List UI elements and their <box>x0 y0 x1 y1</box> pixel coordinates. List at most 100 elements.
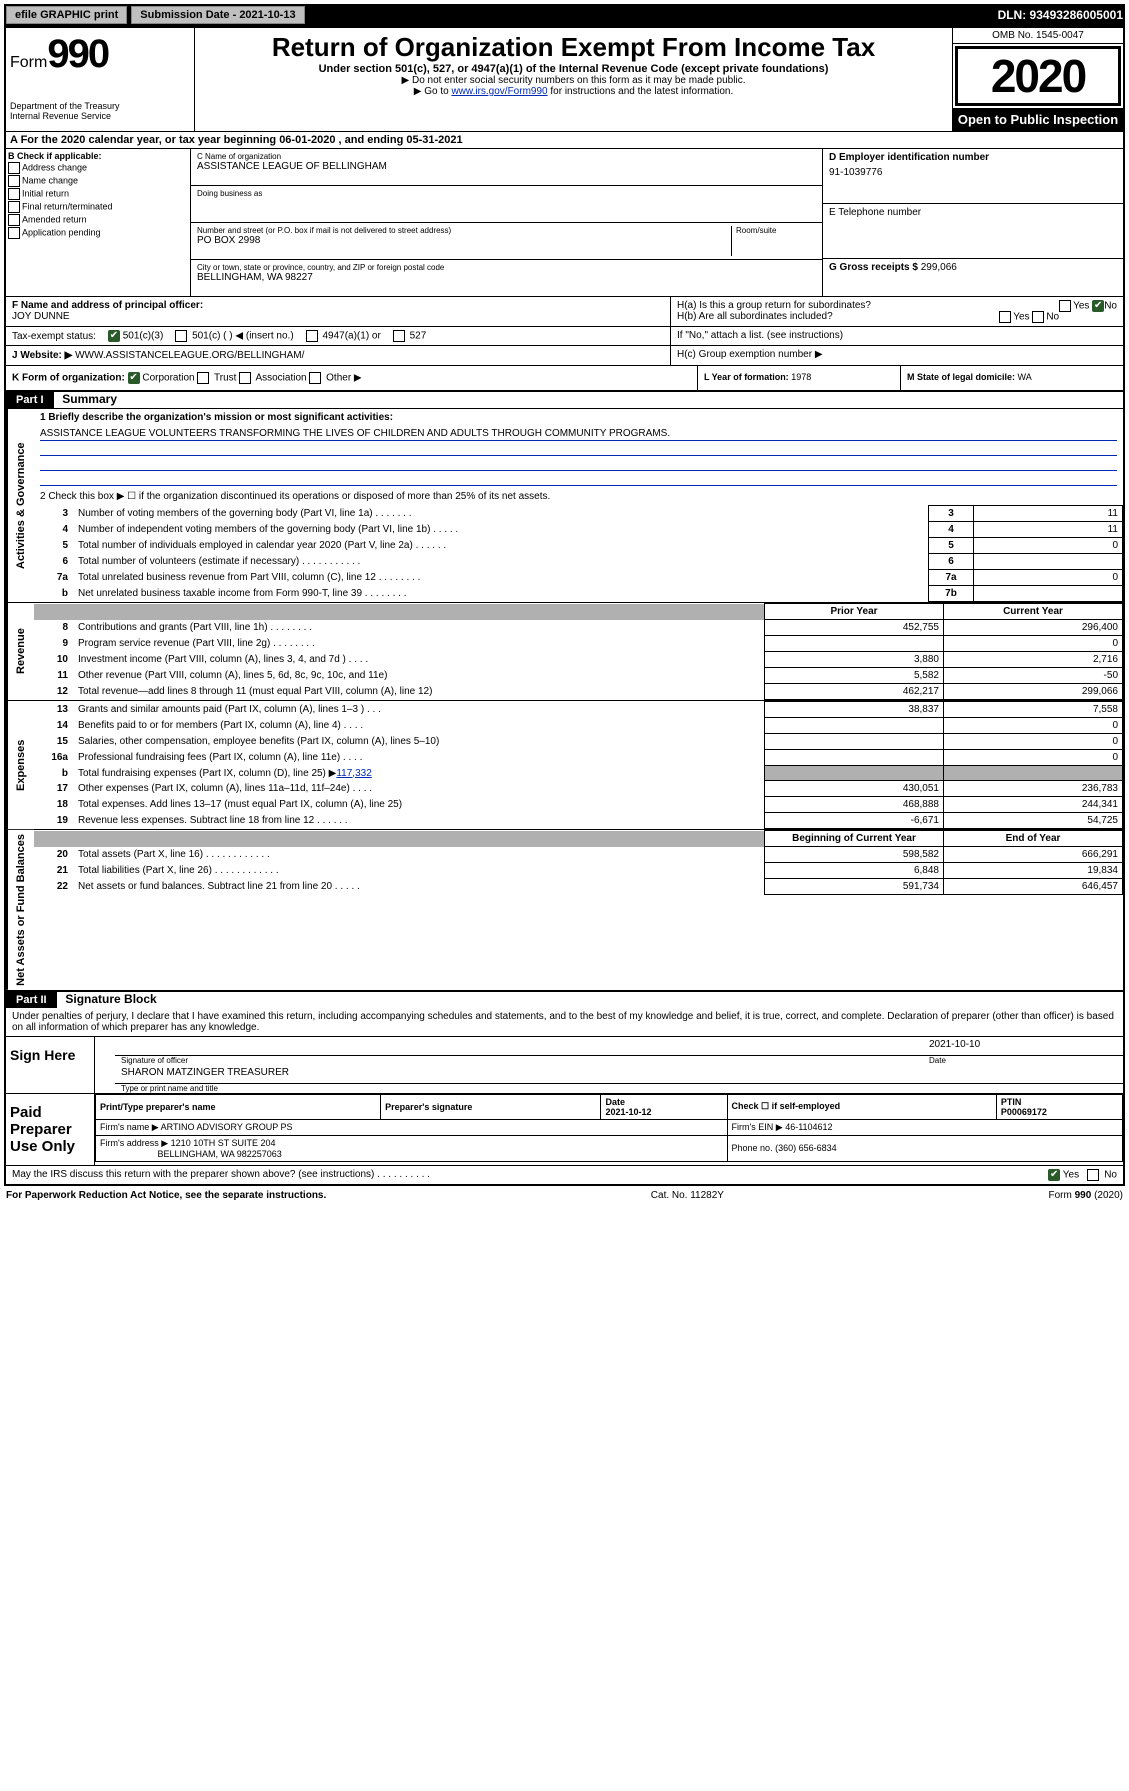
part2-header-row: Part II Signature Block <box>6 992 1123 1008</box>
hb-yes-checkbox[interactable] <box>999 311 1011 323</box>
k-assoc: Association <box>255 373 306 384</box>
paid-preparer-block: Paid Preparer Use Only Print/Type prepar… <box>6 1094 1123 1166</box>
section-expenses: Expenses 13Grants and similar amounts pa… <box>6 700 1123 829</box>
city-label: City or town, state or province, country… <box>197 263 816 272</box>
org-address: PO BOX 2998 <box>197 235 731 246</box>
col-b-checkboxes: B Check if applicable: Address changeNam… <box>6 149 191 296</box>
k-other-checkbox[interactable] <box>309 372 321 384</box>
page-footer: For Paperwork Reduction Act Notice, see … <box>4 1186 1125 1205</box>
501c-checkbox[interactable] <box>175 330 187 342</box>
colb-item[interactable]: Final return/terminated <box>8 201 188 213</box>
colb-item[interactable]: Application pending <box>8 227 188 239</box>
website-label: J Website: ▶ <box>12 350 72 361</box>
name-title-line: SHARON MATZINGER TREASURER <box>115 1065 1123 1084</box>
discuss-yes-checkbox[interactable]: ✔ <box>1048 1169 1060 1181</box>
officer-signature-line[interactable] <box>115 1037 923 1056</box>
revenue-table: Prior YearCurrent Year8Contributions and… <box>34 603 1123 700</box>
sig-date-label: Date <box>923 1056 1123 1065</box>
section-netassets: Net Assets or Fund Balances Beginning of… <box>6 829 1123 992</box>
dept-treasury: Department of the Treasury Internal Reve… <box>10 101 190 121</box>
discuss-yes: Yes <box>1063 1169 1079 1180</box>
governance-table: 3Number of voting members of the governi… <box>34 505 1123 602</box>
ein-value: 91-1039776 <box>829 167 1117 178</box>
expenses-table: 13Grants and similar amounts paid (Part … <box>34 701 1123 829</box>
hb-no-checkbox[interactable] <box>1032 311 1044 323</box>
efile-button[interactable]: efile GRAPHIC print <box>6 6 127 24</box>
part1-badge: Part I <box>6 392 54 408</box>
mission-text: ASSISTANCE LEAGUE VOLUNTEERS TRANSFORMIN… <box>40 428 1117 441</box>
ha-no-checkbox[interactable]: ✔ <box>1092 300 1104 312</box>
mission-blank1 <box>40 443 1117 456</box>
4947-checkbox[interactable] <box>306 330 318 342</box>
k-trust-checkbox[interactable] <box>197 372 209 384</box>
header-left: Form990 Department of the Treasury Inter… <box>6 28 195 131</box>
hb-note: If "No," attach a list. (see instruction… <box>671 327 1123 345</box>
part2-title: Signature Block <box>59 992 156 1006</box>
q2-text: 2 Check this box ▶ ☐ if the organization… <box>34 488 1123 505</box>
col-right-ids: D Employer identification number 91-1039… <box>823 149 1123 296</box>
netassets-table: Beginning of Current YearEnd of Year20To… <box>34 830 1123 895</box>
section-governance: Activities & Governance 1 Briefly descri… <box>6 408 1123 602</box>
ein-label: D Employer identification number <box>829 152 1117 163</box>
501c3-checkbox[interactable]: ✔ <box>108 330 120 342</box>
mission-blank2 <box>40 458 1117 471</box>
colb-item[interactable]: Amended return <box>8 214 188 226</box>
line-a-tax-year: A For the 2020 calendar year, or tax yea… <box>6 132 1123 149</box>
note-ssn: ▶ Do not enter social security numbers o… <box>199 75 948 86</box>
prep-hdr-sig: Preparer's signature <box>381 1094 601 1119</box>
colb-item[interactable]: Initial return <box>8 188 188 200</box>
prep-hdr-date: Date2021-10-12 <box>601 1094 727 1119</box>
527-checkbox[interactable] <box>393 330 405 342</box>
ha-yes-checkbox[interactable] <box>1059 300 1071 312</box>
k-corp-checkbox[interactable]: ✔ <box>128 372 140 384</box>
k-label: K Form of organization: <box>12 373 125 384</box>
col-h-group: H(a) Is this a group return for subordin… <box>671 297 1123 326</box>
room-label: Room/suite <box>736 226 816 235</box>
colb-item[interactable]: Address change <box>8 162 188 174</box>
side-revenue: Revenue <box>6 603 34 700</box>
officer-name: JOY DUNNE <box>12 311 664 322</box>
tax-year: 2020 <box>955 46 1121 106</box>
firm-name-cell: Firm's name ▶ ARTINO ADVISORY GROUP PS <box>96 1119 728 1135</box>
opt-527: 527 <box>410 331 427 342</box>
entity-block: B Check if applicable: Address changeNam… <box>6 149 1123 297</box>
k-assoc-checkbox[interactable] <box>239 372 251 384</box>
side-netassets: Net Assets or Fund Balances <box>6 830 34 990</box>
footer-right: Form 990 (2020) <box>1049 1190 1123 1201</box>
gross-receipts-label: G Gross receipts $ <box>829 262 918 273</box>
m-label: M State of legal domicile: <box>907 372 1015 382</box>
org-city: BELLINGHAM, WA 98227 <box>197 272 816 283</box>
sign-here-block: Sign Here Signature of officer 2021-10-1… <box>6 1037 1123 1094</box>
discuss-no-checkbox[interactable] <box>1087 1169 1099 1181</box>
officer-label: F Name and address of principal officer: <box>12 300 664 311</box>
side-expenses: Expenses <box>6 701 34 829</box>
taxexempt-label: Tax-exempt status: <box>12 331 96 342</box>
firm-ein-cell: Firm's EIN ▶ 46-1104612 <box>727 1119 1122 1135</box>
prep-hdr-check: Check ☐ if self-employed <box>727 1094 996 1119</box>
hc-label: H(c) Group exemption number ▶ <box>671 346 1123 365</box>
name-title-label: Type or print name and title <box>115 1084 1123 1093</box>
sign-here-label: Sign Here <box>6 1037 95 1093</box>
form-header: Form990 Department of the Treasury Inter… <box>6 28 1123 132</box>
firm-phone-cell: Phone no. (360) 656-6834 <box>727 1135 1122 1161</box>
website-row: J Website: ▶ WWW.ASSISTANCELEAGUE.ORG/BE… <box>6 346 1123 366</box>
prep-hdr-name: Print/Type preparer's name <box>96 1094 381 1119</box>
note-post: for instructions and the latest informat… <box>548 86 734 97</box>
irs-link[interactable]: www.irs.gov/Form990 <box>451 86 547 97</box>
note-pre: ▶ Go to <box>414 86 452 97</box>
submission-date-button[interactable]: Submission Date - 2021-10-13 <box>131 6 304 24</box>
top-bar: efile GRAPHIC print Submission Date - 20… <box>4 4 1125 26</box>
header-mid: Return of Organization Exempt From Incom… <box>195 28 952 131</box>
l-value: 1978 <box>791 372 811 382</box>
preparer-table: Print/Type preparer's name Preparer's si… <box>95 1094 1123 1162</box>
officer-signature-label: Signature of officer <box>115 1056 923 1065</box>
klm-row: K Form of organization: ✔ Corporation Tr… <box>6 366 1123 392</box>
col-k-formorg: K Form of organization: ✔ Corporation Tr… <box>6 366 698 390</box>
section-revenue: Revenue Prior YearCurrent Year8Contribut… <box>6 602 1123 700</box>
col-f-officer: F Name and address of principal officer:… <box>6 297 671 326</box>
firm-addr-cell: Firm's address ▶ 1210 10TH ST SUITE 204 … <box>96 1135 728 1161</box>
k-trust: Trust <box>214 373 236 384</box>
opt-501c3: 501(c)(3) <box>123 331 164 342</box>
colb-item[interactable]: Name change <box>8 175 188 187</box>
omb-number: OMB No. 1545-0047 <box>953 28 1123 44</box>
